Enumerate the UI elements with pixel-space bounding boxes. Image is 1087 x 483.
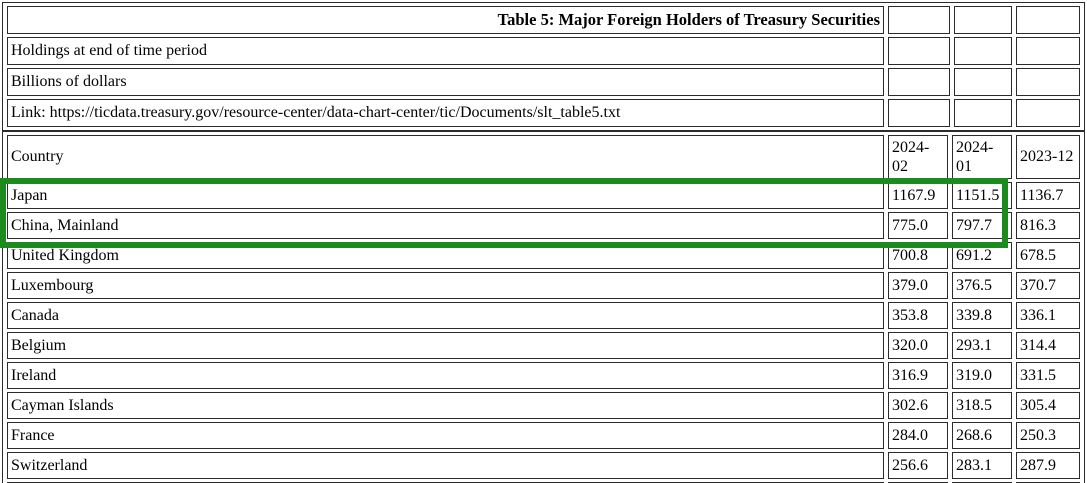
table-row-united-kingdom: United Kingdom 700.8 691.2 678.5	[7, 242, 1080, 269]
title-row: Table 5: Major Foreign Holders of Treasu…	[7, 6, 1080, 34]
table-title: Table 5: Major Foreign Holders of Treasu…	[7, 6, 884, 34]
value-cell: 370.7	[1016, 272, 1080, 299]
empty-cell	[888, 99, 950, 127]
table-row-luxembourg: Luxembourg 379.0 376.5 370.7	[7, 272, 1080, 299]
table-row-cayman-islands: Cayman Islands 302.6 318.5 305.4	[7, 392, 1080, 419]
country-cell: Switzerland	[7, 452, 884, 479]
column-header-2024-01: 2024-01	[952, 135, 1012, 179]
table-row-france: France 284.0 268.6 250.3	[7, 422, 1080, 449]
link-row: Link: https://ticdata.treasury.gov/resou…	[7, 99, 1080, 127]
value-cell: 293.1	[952, 332, 1012, 359]
column-header-2024-02: 2024-02	[888, 135, 948, 179]
value-cell: 314.4	[1016, 332, 1080, 359]
value-cell: 284.0	[888, 422, 948, 449]
info-table: Table 5: Major Foreign Holders of Treasu…	[2, 2, 1085, 131]
empty-cell	[954, 37, 1012, 65]
value-cell: 775.0	[888, 212, 948, 239]
value-cell: 1151.5	[952, 182, 1012, 209]
value-cell: 339.8	[952, 302, 1012, 329]
value-cell: 353.8	[888, 302, 948, 329]
value-cell: 678.5	[1016, 242, 1080, 269]
value-cell: 376.5	[952, 272, 1012, 299]
empty-cell	[1016, 99, 1080, 127]
value-cell: 816.3	[1016, 212, 1080, 239]
header-row: Country 2024-02 2024-01 2023-12	[7, 135, 1080, 179]
empty-cell	[1016, 37, 1080, 65]
country-cell: Belgium	[7, 332, 884, 359]
empty-cell	[888, 6, 950, 34]
country-cell: Cayman Islands	[7, 392, 884, 419]
table-row-ireland: Ireland 316.9 319.0 331.5	[7, 362, 1080, 389]
table-row-china-mainland: China, Mainland 775.0 797.7 816.3	[7, 212, 1080, 239]
country-cell: Japan	[7, 182, 884, 209]
value-cell: 287.9	[1016, 452, 1080, 479]
holders-table: Country 2024-02 2024-01 2023-12 Japan 11…	[2, 131, 1085, 483]
value-cell: 268.6	[952, 422, 1012, 449]
table-row-canada: Canada 353.8 339.8 336.1	[7, 302, 1080, 329]
empty-cell	[1016, 68, 1080, 96]
value-cell: 305.4	[1016, 392, 1080, 419]
country-cell: Ireland	[7, 362, 884, 389]
value-cell: 331.5	[1016, 362, 1080, 389]
table-row-belgium: Belgium 320.0 293.1 314.4	[7, 332, 1080, 359]
holdings-row: Holdings at end of time period	[7, 37, 1080, 65]
column-header-2023-12: 2023-12	[1016, 135, 1080, 179]
empty-cell	[954, 68, 1012, 96]
table-row-japan: Japan 1167.9 1151.5 1136.7	[7, 182, 1080, 209]
empty-cell	[888, 37, 950, 65]
holdings-label: Holdings at end of time period	[7, 37, 884, 65]
country-cell: Luxembourg	[7, 272, 884, 299]
empty-cell	[888, 68, 950, 96]
country-cell: United Kingdom	[7, 242, 884, 269]
value-cell: 1136.7	[1016, 182, 1080, 209]
value-cell: 316.9	[888, 362, 948, 389]
table-row-switzerland: Switzerland 256.6 283.1 287.9	[7, 452, 1080, 479]
value-cell: 283.1	[952, 452, 1012, 479]
units-row: Billions of dollars	[7, 68, 1080, 96]
empty-cell	[1016, 6, 1080, 34]
value-cell: 336.1	[1016, 302, 1080, 329]
value-cell: 256.6	[888, 452, 948, 479]
value-cell: 379.0	[888, 272, 948, 299]
units-label: Billions of dollars	[7, 68, 884, 96]
source-link-text: Link: https://ticdata.treasury.gov/resou…	[7, 99, 884, 127]
value-cell: 319.0	[952, 362, 1012, 389]
column-header-country: Country	[7, 135, 884, 179]
empty-cell	[954, 99, 1012, 127]
empty-cell	[954, 6, 1012, 34]
value-cell: 250.3	[1016, 422, 1080, 449]
value-cell: 797.7	[952, 212, 1012, 239]
value-cell: 1167.9	[888, 182, 948, 209]
value-cell: 700.8	[888, 242, 948, 269]
value-cell: 320.0	[888, 332, 948, 359]
value-cell: 302.6	[888, 392, 948, 419]
country-cell: Canada	[7, 302, 884, 329]
value-cell: 318.5	[952, 392, 1012, 419]
country-cell: France	[7, 422, 884, 449]
value-cell: 691.2	[952, 242, 1012, 269]
country-cell: China, Mainland	[7, 212, 884, 239]
